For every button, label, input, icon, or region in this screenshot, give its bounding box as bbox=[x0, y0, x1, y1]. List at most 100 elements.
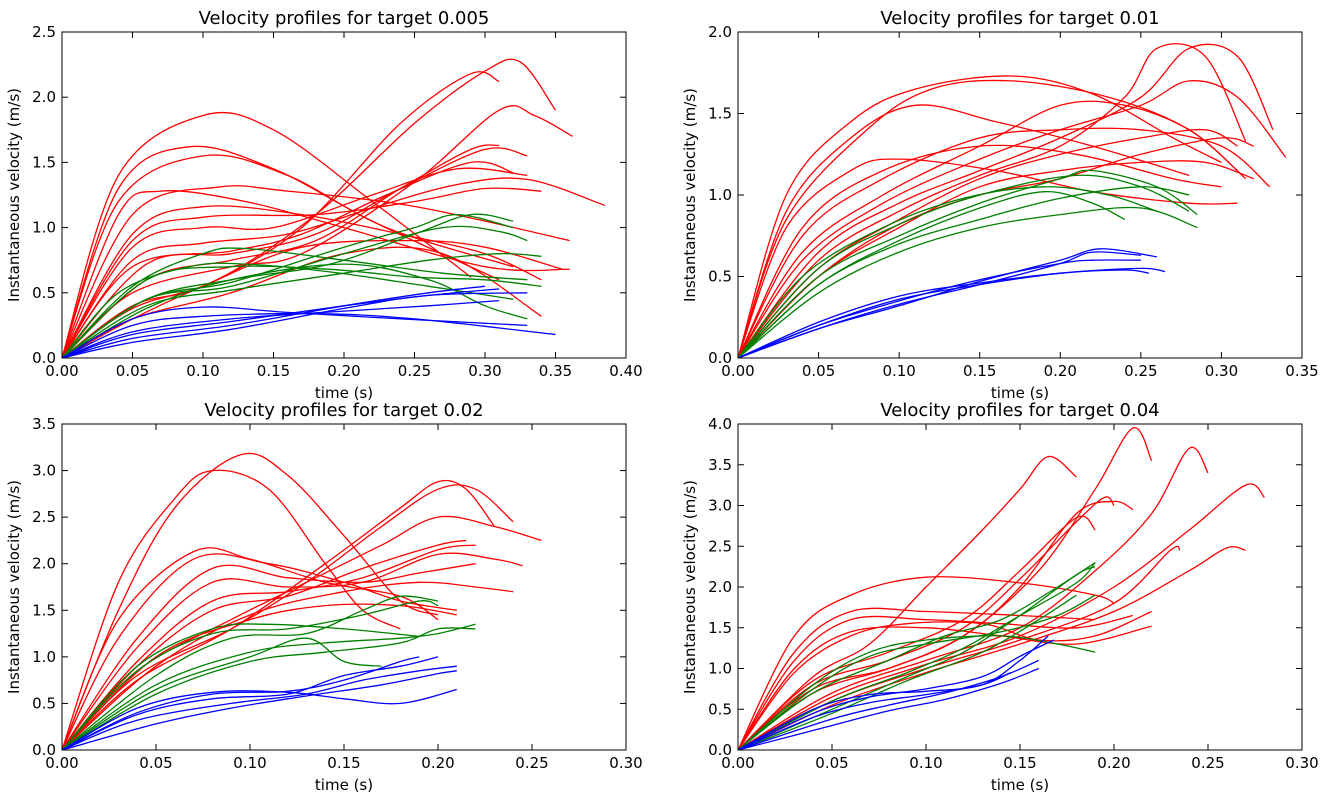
y-tick-label: 1.0 bbox=[32, 219, 56, 237]
series-line-28 bbox=[62, 299, 500, 358]
subplot-1: 0.00 0.05 0.10 0.15 0.20 0.25 0.30 0.35 0.40 0.0 0… bbox=[5, 8, 643, 402]
series-line-14 bbox=[62, 623, 420, 750]
series-group bbox=[62, 452, 542, 750]
x-axis-label: time (s) bbox=[315, 776, 373, 794]
y-tick-label: 3.0 bbox=[708, 497, 732, 515]
series-line-10 bbox=[62, 161, 514, 358]
series-line-11 bbox=[62, 479, 495, 750]
x-tick-label: 0.10 bbox=[186, 362, 219, 380]
subplot-3: 0.00 0.05 0.10 0.15 0.20 0.25 0.30 0.0 0.5 1.0 1.5… bbox=[5, 400, 643, 794]
series-group bbox=[738, 427, 1265, 750]
series-line-23 bbox=[62, 665, 457, 750]
y-tick-label: 1.0 bbox=[708, 186, 732, 204]
series-line-6 bbox=[738, 455, 1077, 750]
series-line-3 bbox=[62, 547, 439, 750]
series-line-15 bbox=[738, 174, 1190, 358]
series-line-14 bbox=[62, 71, 500, 358]
series-line-6 bbox=[62, 205, 542, 358]
series-line-30 bbox=[62, 285, 486, 358]
subplot-2: 0.00 0.05 0.10 0.15 0.20 0.25 0.30 0.35 0.0 0.5 1.… bbox=[681, 8, 1319, 402]
series-line-14 bbox=[738, 546, 1246, 750]
series-line-5 bbox=[738, 144, 1222, 358]
x-tick-label: 0.30 bbox=[468, 362, 501, 380]
series-line-2 bbox=[738, 104, 1190, 358]
series-line-23 bbox=[738, 267, 1166, 358]
x-axis-label: time (s) bbox=[991, 776, 1049, 794]
x-tick-label: 0.30 bbox=[609, 754, 642, 772]
y-tick-label: 3.5 bbox=[32, 415, 56, 433]
x-axis-label: time (s) bbox=[315, 384, 373, 402]
series-line-16 bbox=[738, 169, 1198, 358]
x-tick-label: 0.30 bbox=[1205, 362, 1238, 380]
series-line-15 bbox=[738, 635, 1096, 750]
chart-title: Velocity profiles for target 0.02 bbox=[204, 400, 483, 421]
x-tick-label: 0.25 bbox=[398, 362, 431, 380]
series-line-19 bbox=[738, 191, 1126, 358]
series-line-23 bbox=[62, 225, 528, 358]
y-tick-label: 0.5 bbox=[32, 284, 56, 302]
y-tick-label: 2.5 bbox=[32, 23, 56, 41]
y-axis-label: Instantaneous velocity (m/s) bbox=[5, 480, 23, 694]
x-tick-label: 0.00 bbox=[721, 362, 754, 380]
y-tick-label: 2.0 bbox=[708, 23, 732, 41]
series-line-24 bbox=[62, 252, 542, 358]
y-tick-label: 4.0 bbox=[708, 415, 732, 433]
series-line-14 bbox=[738, 186, 1158, 358]
x-tick-label: 0.35 bbox=[1285, 362, 1318, 380]
x-tick-label: 0.35 bbox=[539, 362, 572, 380]
series-line-8 bbox=[62, 167, 528, 358]
series-line-24 bbox=[738, 269, 1150, 358]
series-line-7 bbox=[738, 100, 1238, 358]
x-tick-label: 0.10 bbox=[233, 754, 266, 772]
series-line-21 bbox=[62, 656, 420, 750]
series-line-16 bbox=[62, 595, 439, 750]
series-line-25 bbox=[738, 667, 1040, 750]
chart-title: Velocity profiles for target 0.01 bbox=[880, 8, 1159, 29]
x-tick-label: 0.30 bbox=[1285, 754, 1318, 772]
x-tick-label: 0.20 bbox=[1044, 362, 1077, 380]
series-line-1 bbox=[62, 469, 401, 750]
x-axis-label: time (s) bbox=[991, 384, 1049, 402]
y-tick-label: 0.0 bbox=[32, 741, 56, 759]
x-tick-label: 0.25 bbox=[1191, 754, 1224, 772]
series-line-7 bbox=[62, 544, 476, 750]
x-tick-label: 0.00 bbox=[721, 754, 754, 772]
y-axis-label: Instantaneous velocity (m/s) bbox=[681, 480, 699, 694]
x-tick-label: 0.05 bbox=[815, 754, 848, 772]
x-tick-label: 0.00 bbox=[45, 362, 78, 380]
chart-title: Velocity profiles for target 0.005 bbox=[199, 8, 490, 29]
x-tick-label: 0.15 bbox=[963, 362, 996, 380]
series-line-22 bbox=[62, 656, 439, 750]
series-group bbox=[62, 58, 606, 358]
x-tick-label: 0.20 bbox=[421, 754, 454, 772]
series-line-18 bbox=[62, 262, 514, 358]
x-tick-label: 0.15 bbox=[327, 754, 360, 772]
series-line-7 bbox=[738, 515, 1096, 750]
series-line-25 bbox=[62, 263, 528, 358]
series-line-10 bbox=[738, 43, 1247, 358]
y-tick-label: 0.0 bbox=[708, 741, 732, 759]
y-axis-label: Instantaneous velocity (m/s) bbox=[681, 88, 699, 302]
series-line-11 bbox=[62, 147, 528, 358]
series-line-19 bbox=[738, 565, 1096, 750]
series-line-9 bbox=[738, 43, 1274, 358]
x-tick-label: 0.10 bbox=[882, 362, 915, 380]
plot-area bbox=[62, 424, 626, 750]
x-tick-label: 0.05 bbox=[139, 754, 172, 772]
x-tick-label: 0.15 bbox=[1003, 754, 1036, 772]
y-tick-label: 2.0 bbox=[32, 88, 56, 106]
series-line-18 bbox=[62, 627, 476, 750]
series-line-1 bbox=[62, 111, 472, 358]
series-line-5 bbox=[62, 563, 476, 750]
series-line-2 bbox=[62, 145, 500, 358]
y-tick-label: 0.5 bbox=[708, 700, 732, 718]
x-tick-label: 0.00 bbox=[45, 754, 78, 772]
y-tick-label: 2.0 bbox=[32, 555, 56, 573]
y-tick-label: 3.5 bbox=[708, 456, 732, 474]
series-line-15 bbox=[62, 58, 557, 358]
series-line-2 bbox=[738, 607, 1096, 750]
series-line-8 bbox=[738, 80, 1287, 358]
y-tick-label: 0.5 bbox=[32, 694, 56, 712]
subplot-4: 0.00 0.05 0.10 0.15 0.20 0.25 0.30 0.0 0.5 1.0 1.5… bbox=[681, 400, 1319, 794]
series-line-27 bbox=[62, 312, 556, 358]
